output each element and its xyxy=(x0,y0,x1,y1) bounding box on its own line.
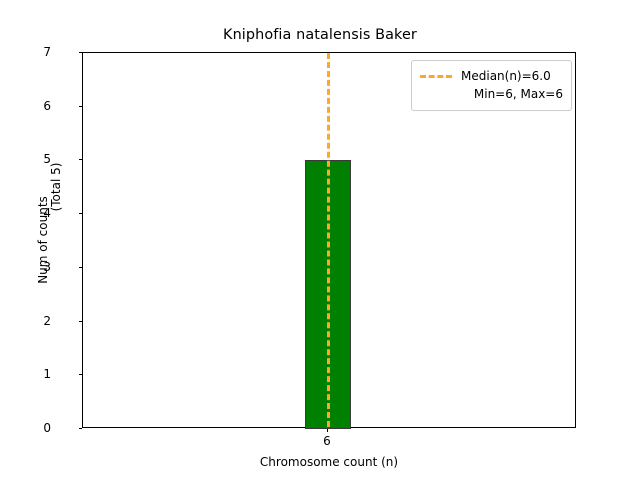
x-axis-label: Chromosome count (n) xyxy=(259,455,399,469)
legend-entry-median: Median(n)=6.0 xyxy=(420,67,563,85)
legend: Median(n)=6.0 Min=6, Max=6 xyxy=(411,60,572,111)
y-tick-mark-2 xyxy=(78,320,82,322)
y-tick-mark-0 xyxy=(78,428,82,429)
legend-label-minmax: Min=6, Max=6 xyxy=(473,87,563,101)
median-line xyxy=(327,53,330,427)
y-tick-label-6: 6 xyxy=(43,98,51,113)
x-tick-label-6: 6 xyxy=(323,434,331,448)
y-axis-label-total: (Total 5) xyxy=(49,162,63,212)
y-tick-mark-5 xyxy=(78,159,82,161)
y-tick-mark-1 xyxy=(78,374,82,376)
dashed-line-icon xyxy=(420,74,452,78)
y-tick-mark-4 xyxy=(78,213,82,215)
legend-label-median: Median(n)=6.0 xyxy=(461,69,551,83)
y-tick-mark-7 xyxy=(78,52,82,53)
y-tick-label-1: 1 xyxy=(43,367,51,382)
y-tick-label-7: 7 xyxy=(43,45,51,59)
y-tick-mark-6 xyxy=(78,105,82,107)
y-tick-label-5: 5 xyxy=(43,152,51,167)
x-tick-mark-6 xyxy=(327,428,328,432)
y-tick-mark-3 xyxy=(78,266,82,268)
chart-title: Kniphofia natalensis Baker xyxy=(223,27,417,43)
y-tick-label-4: 4 xyxy=(43,206,51,221)
legend-entry-minmax: Min=6, Max=6 xyxy=(420,85,563,103)
y-tick-label-0: 0 xyxy=(43,421,51,435)
plot-area xyxy=(82,52,576,429)
y-tick-label-3: 3 xyxy=(43,259,51,274)
y-tick-label-2: 2 xyxy=(43,313,51,328)
y-axis-label: Num of counts xyxy=(36,196,50,284)
